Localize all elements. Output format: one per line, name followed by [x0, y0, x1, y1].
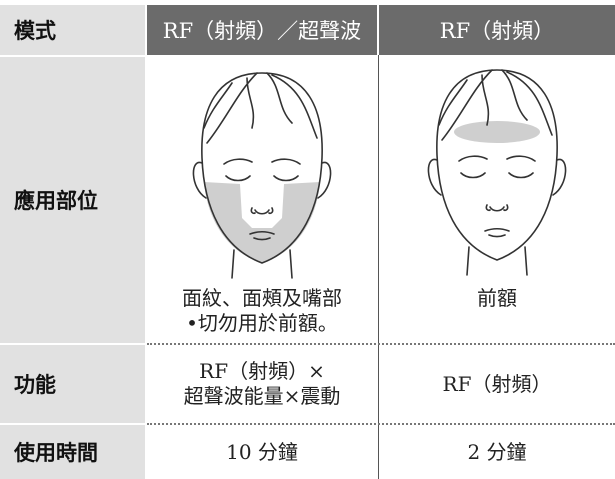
header-label: 模式: [0, 5, 145, 55]
row-label: 使用時間: [0, 425, 145, 479]
text-line: 超聲波能量×震動: [183, 384, 341, 408]
text-line: 2 分鐘: [467, 439, 527, 464]
cell-text: RF（射頻）: [379, 345, 615, 423]
row-divider: [147, 423, 615, 425]
cell-text: 前額: [379, 283, 615, 313]
text-line: 10 分鐘: [226, 439, 298, 464]
text-line: 面紋、面頰及嘴部: [182, 286, 342, 310]
face-illustration: [427, 69, 567, 276]
cell-text: 面紋、面頰及嘴部 •切勿用於前額。: [147, 283, 377, 339]
text-line: RF（射頻）: [442, 371, 552, 396]
row-label: 應用部位: [0, 57, 145, 343]
text-line: RF（射頻）×: [199, 359, 325, 383]
cell-text: 10 分鐘: [147, 425, 377, 479]
text-line: •切勿用於前額。: [186, 311, 338, 335]
treatment-area: [454, 121, 540, 143]
treatment-area: [204, 182, 320, 263]
row-label: 功能: [0, 345, 145, 423]
row-divider: [147, 343, 615, 345]
cell-text: 2 分鐘: [379, 425, 615, 479]
text-line: 前額: [477, 285, 517, 310]
column-divider: [378, 55, 379, 479]
header-cell: RF（射頻）／超聲波: [147, 5, 377, 55]
cell-text: RF（射頻）× 超聲波能量×震動: [147, 345, 377, 423]
header-cell: RF（射頻）: [379, 5, 615, 55]
